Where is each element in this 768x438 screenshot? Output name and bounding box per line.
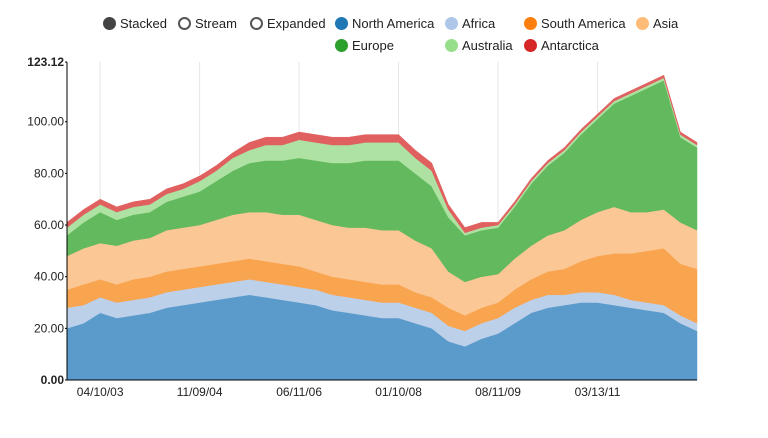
y-tick-label: 0.00	[41, 373, 65, 387]
radio-icon	[178, 17, 191, 30]
legend-item-asia[interactable]: Asia	[636, 16, 678, 31]
x-tick-label: 03/13/11	[575, 385, 621, 399]
mode-stacked-option[interactable]: Stacked	[103, 16, 167, 31]
plot-area	[66, 62, 698, 381]
x-tick-label: 04/10/03	[77, 385, 124, 399]
x-tick-label: 06/11/06	[276, 385, 322, 399]
radio-icon	[103, 17, 116, 30]
legend-swatch-icon	[335, 17, 348, 30]
legend: Stacked Stream Expanded North America Africa…	[0, 0, 768, 58]
area-antarctica[interactable]	[66, 74, 698, 234]
y-tick-label: 100.00	[27, 115, 64, 129]
legend-label: Africa	[462, 16, 496, 31]
legend-swatch-icon	[636, 17, 649, 30]
legend-item-south-america[interactable]: South America	[524, 16, 626, 31]
legend-label: Asia	[653, 16, 679, 31]
mode-label: Expanded	[267, 16, 326, 31]
legend-item-australia[interactable]: Australia	[445, 38, 513, 53]
mode-label: Stream	[195, 16, 237, 31]
radio-icon	[250, 17, 263, 30]
x-tick-label: 11/09/04	[177, 385, 223, 399]
legend-label: Australia	[462, 38, 513, 53]
y-tick-label: 123.12	[27, 55, 64, 69]
y-tick-label: 80.00	[34, 166, 64, 180]
legend-item-north-america[interactable]: North America	[335, 16, 434, 31]
legend-swatch-icon	[335, 39, 348, 52]
x-tick-label: 08/11/09	[475, 385, 521, 399]
x-tick-label: 01/10/08	[375, 385, 422, 399]
axes: 0.00 20.00 40.00 60.00 80.00 100.00 123.12 04/1…	[27, 55, 697, 399]
legend-item-africa[interactable]: Africa	[445, 16, 495, 31]
mode-stream-option[interactable]: Stream	[178, 16, 237, 31]
legend-swatch-icon	[445, 17, 458, 30]
legend-item-europe[interactable]: Europe	[335, 38, 394, 53]
y-tick-label: 40.00	[34, 270, 64, 284]
y-tick-label: 60.00	[34, 218, 64, 232]
legend-swatch-icon	[524, 39, 537, 52]
mode-label: Stacked	[120, 16, 167, 31]
legend-label: Antarctica	[541, 38, 599, 53]
legend-swatch-icon	[445, 39, 458, 52]
legend-label: Europe	[352, 38, 394, 53]
y-tick-label: 20.00	[34, 321, 64, 335]
legend-label: South America	[541, 16, 626, 31]
legend-swatch-icon	[524, 17, 537, 30]
legend-item-antarctica[interactable]: Antarctica	[524, 38, 599, 53]
mode-expanded-option[interactable]: Expanded	[250, 16, 326, 31]
legend-label: North America	[352, 16, 435, 31]
